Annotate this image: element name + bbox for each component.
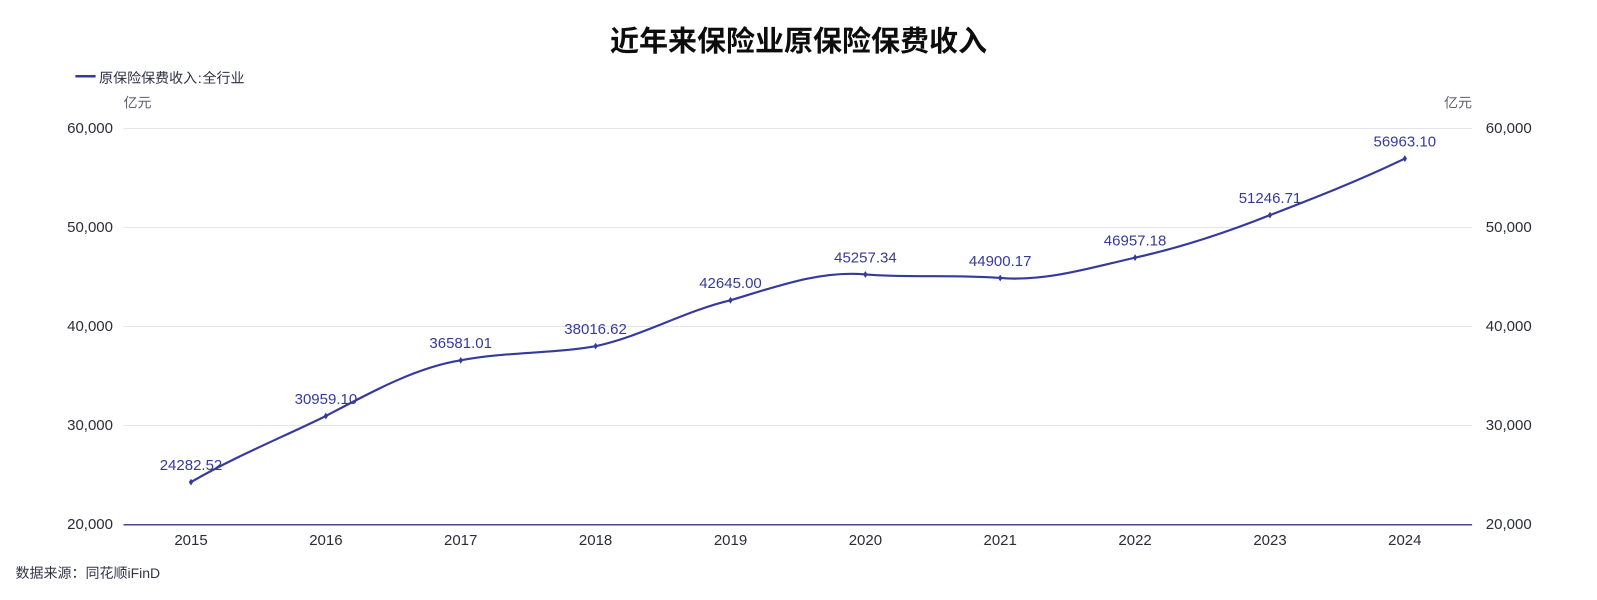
svg-text:2020: 2020 (849, 532, 882, 549)
svg-text:44900.17: 44900.17 (969, 253, 1032, 270)
svg-text:36581.01: 36581.01 (429, 335, 492, 352)
svg-text:38016.62: 38016.62 (564, 321, 627, 338)
svg-text:20,000: 20,000 (1486, 516, 1532, 533)
svg-text:40,000: 40,000 (1486, 318, 1532, 335)
svg-text:46957.18: 46957.18 (1104, 233, 1167, 250)
svg-text:50,000: 50,000 (67, 219, 113, 236)
svg-text:45257.34: 45257.34 (834, 249, 897, 266)
svg-text:2019: 2019 (714, 532, 747, 549)
svg-text:2024: 2024 (1388, 532, 1421, 549)
svg-text:51246.71: 51246.71 (1239, 190, 1302, 207)
svg-text:30959.10: 30959.10 (295, 391, 358, 408)
svg-text:56963.10: 56963.10 (1374, 134, 1437, 151)
svg-text:60,000: 60,000 (67, 120, 113, 137)
svg-text:42645.00: 42645.00 (699, 275, 762, 292)
svg-text:60,000: 60,000 (1486, 120, 1532, 137)
svg-text:50,000: 50,000 (1486, 219, 1532, 236)
svg-text:2022: 2022 (1118, 532, 1151, 549)
svg-text:iFinD: iFinD (128, 565, 161, 581)
svg-text::: : (198, 70, 202, 86)
svg-text:2017: 2017 (444, 532, 477, 549)
svg-text:30,000: 30,000 (67, 417, 113, 434)
svg-text:24282.52: 24282.52 (160, 457, 223, 474)
svg-text:2021: 2021 (984, 532, 1017, 549)
svg-text:2016: 2016 (309, 532, 342, 549)
svg-text:2015: 2015 (174, 532, 207, 549)
svg-text:40,000: 40,000 (67, 318, 113, 335)
svg-text:30,000: 30,000 (1486, 417, 1532, 434)
svg-text:2023: 2023 (1253, 532, 1286, 549)
svg-text:2018: 2018 (579, 532, 612, 549)
svg-text:20,000: 20,000 (67, 516, 113, 533)
